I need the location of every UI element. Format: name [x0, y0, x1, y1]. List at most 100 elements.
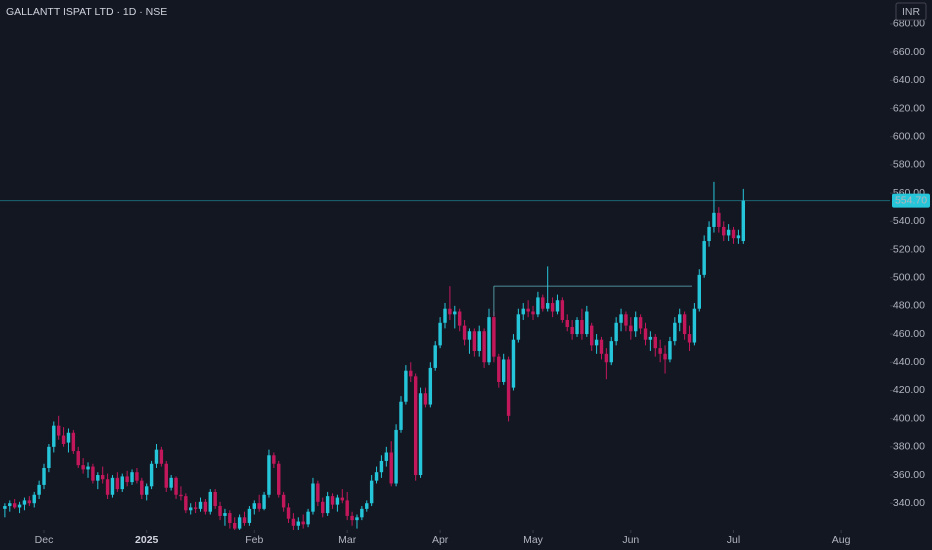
x-tick-label: May — [523, 534, 544, 546]
candle-body — [42, 467, 46, 485]
candle-body — [257, 503, 261, 509]
candle-body — [653, 336, 657, 349]
currency[interactable]: INR — [902, 6, 921, 18]
candle-body — [47, 446, 51, 468]
candle-body — [12, 503, 17, 508]
candle-body — [76, 451, 80, 466]
candle-body — [448, 308, 452, 315]
candle-body — [678, 314, 682, 323]
candle-body — [17, 504, 22, 508]
candle-body — [712, 212, 716, 227]
candle-body — [585, 311, 589, 335]
candle-body — [365, 503, 369, 509]
candle-body — [589, 325, 594, 346]
candle-body — [550, 303, 555, 312]
candle-body — [629, 325, 633, 332]
candle-body — [169, 477, 173, 488]
candle-body — [731, 229, 736, 239]
candle-body — [482, 331, 486, 363]
candle-body — [736, 235, 741, 239]
candle-body — [100, 475, 105, 480]
plot-area — [0, 181, 890, 530]
candle-body — [350, 515, 354, 521]
candle-body — [3, 506, 7, 509]
y-tick-label: 440.00 — [893, 356, 925, 368]
candle-body — [355, 517, 359, 521]
candle-body — [91, 466, 95, 481]
candle-body — [384, 452, 389, 461]
y-tick-label: 640.00 — [893, 74, 925, 86]
candle-body — [687, 334, 692, 343]
x-tick-label: Jul — [727, 534, 740, 546]
candle-body — [369, 480, 374, 504]
x-tick-label: Apr — [432, 534, 449, 546]
candle-body — [218, 506, 222, 516]
candle-body — [340, 497, 345, 501]
candle-body — [418, 393, 423, 476]
candle-body — [521, 308, 525, 315]
candle-body — [560, 300, 565, 320]
candle-body — [32, 494, 36, 504]
candle-body — [330, 496, 335, 505]
x-tick-label: Mar — [338, 534, 357, 546]
candle-body — [360, 508, 364, 518]
candle-body — [663, 353, 667, 360]
candle-body — [228, 513, 232, 523]
candle-body — [638, 317, 643, 329]
y-tick-label: 600.00 — [893, 131, 925, 143]
candle-body — [492, 317, 496, 357]
currency-box[interactable] — [895, 2, 927, 21]
candle-body — [237, 517, 242, 529]
candle-body — [443, 308, 447, 323]
candle-body — [614, 322, 618, 342]
candle-body — [311, 483, 315, 512]
candle-body — [144, 486, 149, 495]
y-tick-label: 660.00 — [893, 46, 925, 58]
price-label: 554.70 — [895, 194, 927, 206]
candle-body — [462, 325, 467, 340]
candle-body — [545, 303, 550, 309]
candle-body — [56, 425, 61, 436]
y-tick-label: 340.00 — [893, 497, 925, 509]
candle-body — [335, 497, 340, 505]
candle-body — [634, 317, 638, 332]
candle-body — [213, 491, 217, 507]
y-tick-label: 520.00 — [893, 243, 925, 255]
x-tick-label: Feb — [245, 534, 263, 546]
candle-body — [697, 274, 701, 309]
candle-body — [296, 521, 301, 526]
candle-body — [692, 308, 697, 343]
candle-body — [120, 476, 124, 490]
candle-body — [541, 297, 545, 309]
candle-body — [262, 494, 266, 509]
candle-body — [189, 507, 193, 511]
candle-body — [438, 322, 442, 346]
candle-body — [580, 319, 584, 335]
candle-body — [110, 477, 115, 495]
axes: 340.00 360.00 380.00 400.00 420.00 440.00 460.… — [35, 18, 930, 546]
candle-body — [555, 300, 560, 312]
candle-body — [140, 480, 144, 495]
candle-body — [726, 229, 731, 236]
y-tick-label: 680.00 — [893, 18, 925, 30]
candle-body — [286, 507, 291, 519]
candle-body — [345, 500, 349, 516]
candle-body — [501, 359, 506, 382]
candle-body — [52, 425, 56, 447]
candle-body — [604, 353, 609, 363]
candle-body — [526, 308, 530, 312]
candle-body — [506, 359, 511, 416]
candle-body — [233, 522, 237, 529]
price-label-box — [892, 193, 930, 208]
candle-body — [321, 501, 325, 514]
x-tick-label: 2025 — [135, 534, 159, 546]
candle-body — [96, 475, 100, 481]
candle-body — [179, 494, 183, 497]
candle-body — [702, 241, 706, 275]
candle-body — [208, 491, 212, 512]
candle-body — [722, 226, 726, 236]
candle-body — [174, 477, 178, 495]
candle-body — [404, 370, 408, 402]
candle-body — [516, 314, 521, 340]
